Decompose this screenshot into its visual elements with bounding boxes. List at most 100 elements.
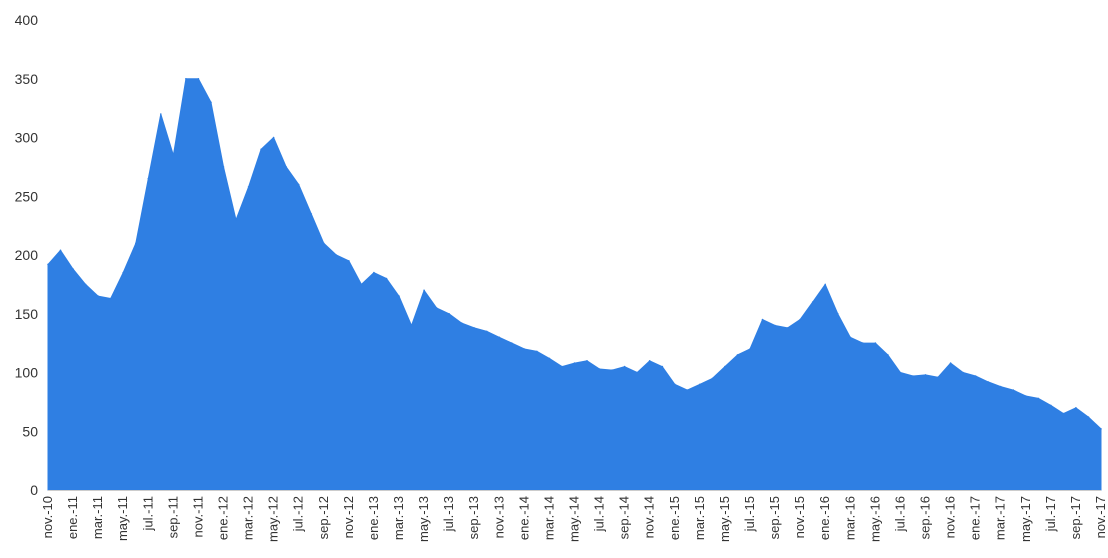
y-tick-label: 350 xyxy=(15,71,39,87)
x-tick-label: nov.-10 xyxy=(40,496,55,538)
data-point xyxy=(1037,397,1040,400)
data-point xyxy=(824,283,826,286)
data-point xyxy=(799,318,801,321)
data-point xyxy=(573,362,576,364)
data-point xyxy=(636,371,638,374)
data-point xyxy=(109,297,112,300)
data-point xyxy=(1012,389,1015,391)
x-tick-label: ene.-14 xyxy=(516,496,531,540)
data-point xyxy=(586,360,588,362)
data-point xyxy=(598,368,601,370)
data-point xyxy=(648,360,651,362)
data-point xyxy=(435,307,438,309)
x-tick-label: sep.-12 xyxy=(316,496,331,539)
y-tick-label: 400 xyxy=(15,12,39,28)
data-point xyxy=(197,78,200,80)
data-point xyxy=(937,376,939,379)
x-tick-label: nov.-12 xyxy=(341,496,356,538)
data-point xyxy=(974,375,977,377)
y-axis: 0 50 100 150 200 250 300 350 400 xyxy=(15,12,39,498)
data-point xyxy=(849,336,852,339)
x-tick-label: mar.-11 xyxy=(90,496,105,539)
x-tick-label: may.-12 xyxy=(266,496,281,542)
data-point xyxy=(924,374,927,376)
data-point xyxy=(210,101,212,104)
data-point xyxy=(222,166,225,168)
x-tick-label: ene.-15 xyxy=(667,496,682,540)
data-point xyxy=(1087,416,1090,418)
x-tick-label: ene.-13 xyxy=(366,496,381,540)
x-tick-label: nov.-13 xyxy=(491,496,506,538)
y-tick-label: 100 xyxy=(15,365,39,381)
x-tick-label: sep.-15 xyxy=(767,496,782,539)
data-point xyxy=(949,362,952,364)
x-tick-label: sep.-14 xyxy=(617,496,632,539)
data-point xyxy=(736,354,739,356)
data-point xyxy=(774,324,776,327)
x-tick-label: jul.-15 xyxy=(742,496,757,532)
data-point xyxy=(47,263,49,266)
data-point xyxy=(373,271,375,274)
data-point xyxy=(912,375,914,377)
data-point xyxy=(548,357,551,360)
data-point xyxy=(1075,407,1077,409)
data-point xyxy=(761,318,764,321)
data-point xyxy=(1025,395,1027,397)
x-tick-label: mar.-17 xyxy=(993,496,1008,540)
x-tick-label: nov.-15 xyxy=(792,496,807,538)
data-point xyxy=(84,283,87,286)
data-point xyxy=(611,369,613,371)
x-tick-label: ene.-12 xyxy=(216,496,231,540)
x-tick-label: jul.-14 xyxy=(592,496,607,532)
data-point xyxy=(185,78,187,80)
x-tick-label: may.-17 xyxy=(1018,496,1033,542)
x-tick-label: ene.-16 xyxy=(817,496,832,540)
y-tick-label: 150 xyxy=(15,306,39,322)
y-tick-label: 300 xyxy=(15,130,39,146)
series-area xyxy=(47,78,1102,491)
y-tick-label: 0 xyxy=(30,482,38,498)
data-point xyxy=(1050,404,1052,407)
data-point xyxy=(385,277,388,280)
y-tick-label: 50 xyxy=(22,423,38,439)
x-tick-label: mar.-15 xyxy=(692,496,707,540)
data-point xyxy=(999,385,1002,388)
x-tick-label: may.-14 xyxy=(567,496,582,542)
data-point xyxy=(811,301,814,303)
data-point xyxy=(348,260,350,262)
data-point xyxy=(786,327,789,329)
data-point xyxy=(122,271,124,274)
data-point xyxy=(1100,428,1102,430)
data-point xyxy=(235,219,237,221)
data-point xyxy=(310,213,313,215)
data-point xyxy=(987,381,989,383)
x-tick-label: may.-13 xyxy=(416,496,431,542)
x-tick-label: jul.-13 xyxy=(441,496,456,532)
data-point xyxy=(711,377,714,380)
x-tick-label: jul.-11 xyxy=(140,496,155,531)
data-point xyxy=(686,389,689,391)
data-point xyxy=(511,342,513,344)
x-tick-label: jul.-12 xyxy=(291,496,306,532)
data-point xyxy=(724,365,726,368)
x-tick-label: ene.-11 xyxy=(65,496,80,539)
x-tick-label: sep.-11 xyxy=(165,496,180,538)
data-point xyxy=(962,371,964,374)
data-point xyxy=(335,254,338,256)
data-point xyxy=(699,383,701,386)
data-point xyxy=(523,348,526,350)
data-point xyxy=(874,342,877,344)
x-tick-label: nov.-16 xyxy=(943,496,958,538)
y-tick-label: 250 xyxy=(15,188,39,204)
x-tick-label: may.-15 xyxy=(717,496,732,542)
x-tick-label: nov.-17 xyxy=(1093,496,1108,538)
data-point xyxy=(272,136,275,139)
x-axis: nov.-10 ene.-11 mar.-11 may.-11 jul.-11 sep.-… xyxy=(40,490,1108,542)
data-point xyxy=(247,186,250,188)
y-tick-label: 200 xyxy=(15,247,39,263)
x-tick-label: ene.-17 xyxy=(968,496,983,540)
data-point xyxy=(498,336,501,339)
data-point xyxy=(72,268,74,270)
